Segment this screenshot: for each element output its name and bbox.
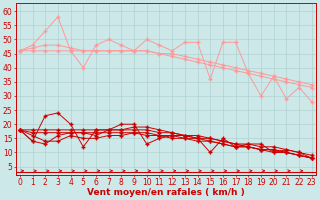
X-axis label: Vent moyen/en rafales ( km/h ): Vent moyen/en rafales ( km/h ) bbox=[87, 188, 245, 197]
